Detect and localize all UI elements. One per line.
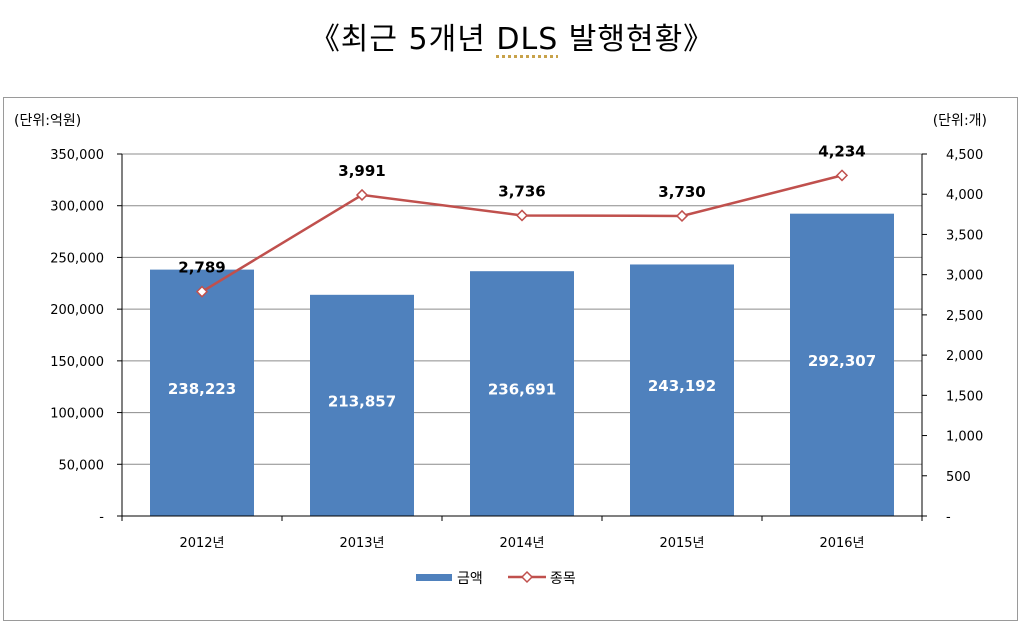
legend-swatch-marker [520,570,534,584]
right-tick-label: 3,500 [946,228,983,243]
right-tick-label: 3,000 [946,269,983,284]
line-value-label: 3,991 [338,162,385,180]
left-tick-label: 200,000 [50,303,104,318]
chart-frame [3,97,1018,621]
legend-label-amount: 금액 [457,571,483,587]
right-tick-label: 1,000 [946,430,983,445]
line-value-label: 3,736 [498,182,545,200]
right-tick-label: 2,000 [946,349,983,364]
left-tick-label: 300,000 [50,200,104,215]
x-category-label: 2014년 [499,536,544,551]
right-tick-label: - [946,510,951,525]
legend: 금액 종목 [416,570,576,587]
line-point [675,209,689,223]
x-category-label: 2012년 [179,536,224,551]
legend-swatch-bar [416,574,452,581]
x-category-label: 2013년 [339,536,384,551]
bar [790,213,894,516]
line-series [195,169,849,298]
left-tick-label: 250,000 [50,251,104,266]
right-tick-label: 2,500 [946,309,983,324]
right-tick-label: 500 [946,470,971,485]
title-dls: DLS [496,22,559,57]
bar-value-label: 292,307 [808,352,876,370]
line-point [195,285,209,298]
right-tick-label: 4,000 [946,188,983,203]
line-point [835,169,849,182]
bar [470,271,574,516]
right-tick-label: 4,500 [946,148,983,163]
left-tick-label: 100,000 [50,407,104,422]
legend-label-count: 종목 [550,571,576,587]
page-title: 《최근 5개년 DLS 발행현황》 [0,14,1024,58]
bar-value-label: 238,223 [168,380,236,398]
line-value-label: 2,789 [178,259,225,277]
line-point [515,209,529,222]
right-axis-unit-label: (단위:개) [933,113,987,129]
bar-value-label: 236,691 [488,381,556,399]
x-category-label: 2016년 [819,536,864,551]
left-tick-label: - [99,510,104,525]
x-category-label: 2015년 [659,536,704,551]
line-value-label: 4,234 [818,142,865,160]
data-labels: 238,223 213,857 236,691 243,192 292,307 2,789… [168,142,876,410]
bar-series [150,213,894,516]
bar-value-label: 243,192 [648,377,716,395]
left-tick-label: 150,000 [50,355,104,370]
left-axis-unit-label: (단위:억원) [14,113,81,129]
left-tick-label: 350,000 [50,148,104,163]
title-prefix: 《최근 5개년 [309,22,497,57]
bar [150,269,254,516]
left-tick-label: 50,000 [59,458,105,473]
right-tick-label: 1,500 [946,389,983,404]
line-point [355,188,369,202]
bar [630,264,734,516]
title-suffix: 발행현황》 [558,22,715,57]
line-value-label: 3,730 [658,183,705,201]
bar-value-label: 213,857 [328,392,396,410]
bar [310,294,414,516]
axes: - 50,000 100,000 150,000 200,000 250,000 300,0… [50,148,983,551]
